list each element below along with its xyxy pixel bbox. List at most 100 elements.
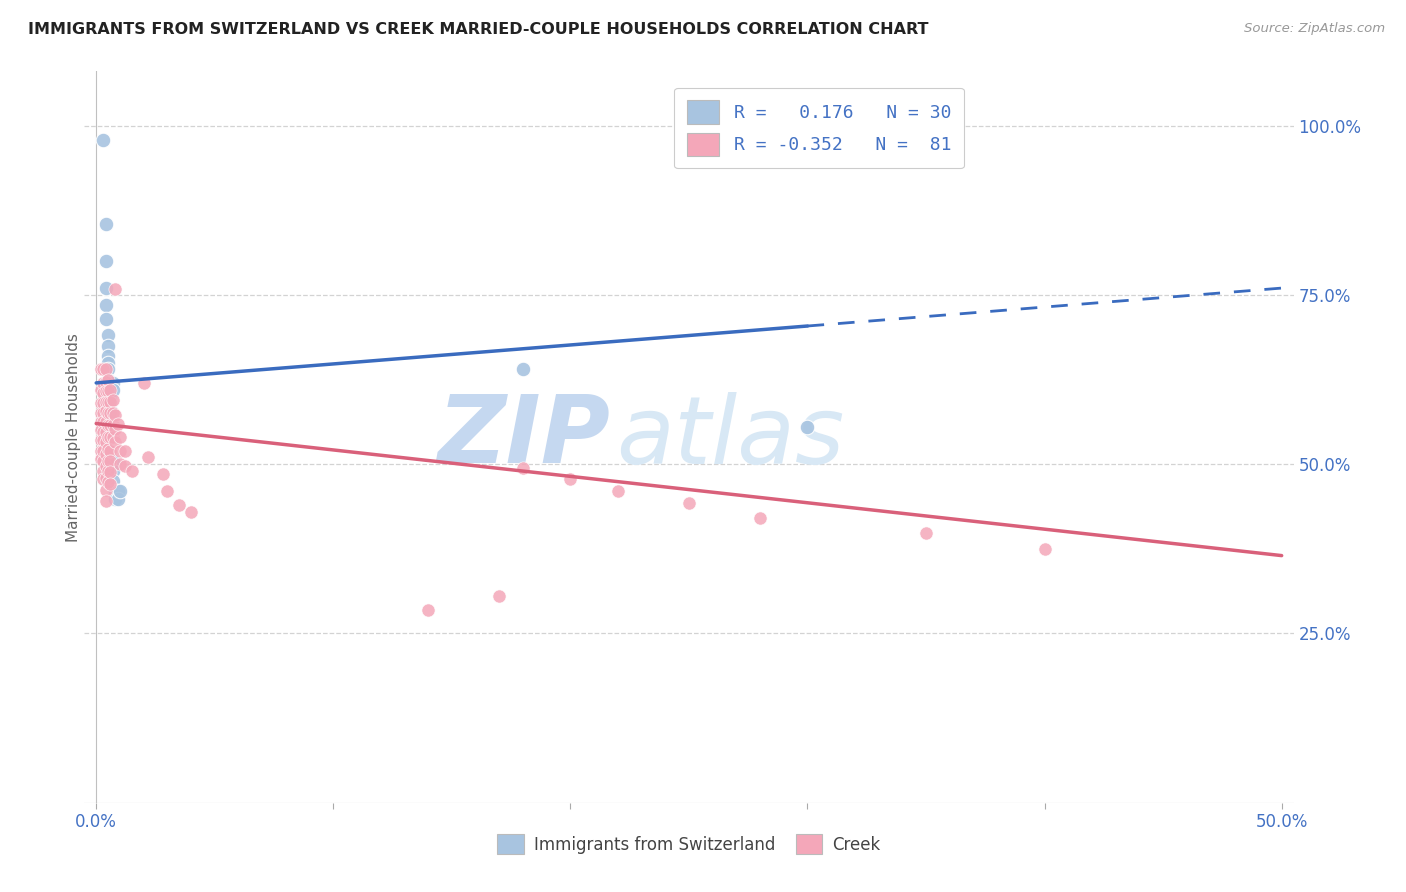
Point — [94, 425, 117, 439]
Point — [94, 384, 117, 398]
Point — [94, 447, 117, 461]
Point — [101, 417, 124, 432]
Point — [138, 450, 160, 465]
Point — [114, 458, 136, 473]
Point — [1033, 541, 1056, 556]
Point — [100, 465, 122, 479]
Point — [97, 384, 120, 398]
Point — [94, 311, 117, 326]
Point — [101, 392, 124, 407]
Point — [91, 376, 114, 390]
Point — [606, 484, 628, 499]
Point — [90, 451, 112, 466]
Point — [100, 406, 122, 420]
Point — [100, 395, 122, 409]
Point — [94, 362, 117, 376]
Point — [90, 415, 112, 429]
Point — [97, 417, 120, 432]
Y-axis label: Married-couple Households: Married-couple Households — [66, 333, 80, 541]
Point — [94, 254, 117, 268]
Point — [100, 443, 122, 458]
Point — [101, 464, 124, 478]
Point — [91, 464, 114, 478]
Point — [91, 406, 114, 420]
Point — [94, 471, 117, 485]
Point — [97, 349, 120, 363]
Point — [104, 422, 127, 436]
Point — [107, 417, 129, 431]
Point — [101, 474, 124, 488]
Point — [94, 281, 117, 295]
Point — [91, 425, 114, 439]
Point — [104, 492, 127, 507]
Point — [796, 420, 818, 434]
Point — [90, 434, 112, 448]
Point — [100, 389, 122, 403]
Point — [91, 434, 114, 448]
Point — [97, 372, 120, 386]
Point — [100, 379, 122, 393]
Point — [104, 409, 127, 423]
Point — [97, 454, 120, 468]
Point — [100, 454, 122, 468]
Point — [94, 415, 117, 429]
Point — [101, 383, 124, 397]
Point — [97, 406, 120, 420]
Text: atlas: atlas — [616, 392, 845, 483]
Point — [97, 395, 120, 409]
Text: Source: ZipAtlas.com: Source: ZipAtlas.com — [1244, 22, 1385, 36]
Point — [488, 589, 510, 603]
Point — [97, 338, 120, 352]
Point — [94, 494, 117, 508]
Point — [560, 472, 582, 486]
Point — [90, 406, 112, 420]
Point — [100, 413, 122, 427]
Point — [108, 443, 131, 458]
Point — [121, 464, 143, 478]
Text: IMMIGRANTS FROM SWITZERLAND VS CREEK MARRIED-COUPLE HOUSEHOLDS CORRELATION CHART: IMMIGRANTS FROM SWITZERLAND VS CREEK MAR… — [28, 22, 928, 37]
Point — [418, 603, 440, 617]
Point — [90, 396, 112, 410]
Point — [107, 484, 129, 499]
Point — [90, 362, 112, 376]
Point — [91, 386, 114, 401]
Point — [101, 406, 124, 420]
Point — [97, 442, 120, 457]
Point — [97, 372, 120, 386]
Point — [101, 376, 124, 390]
Point — [97, 464, 120, 478]
Point — [97, 475, 120, 489]
Text: ZIP: ZIP — [437, 391, 610, 483]
Point — [94, 435, 117, 450]
Point — [91, 454, 114, 468]
Point — [91, 396, 114, 410]
Point — [100, 383, 122, 397]
Point — [512, 460, 534, 475]
Point — [678, 496, 700, 510]
Point — [94, 217, 117, 231]
Point — [90, 443, 112, 458]
Point — [108, 484, 131, 499]
Point — [104, 484, 127, 499]
Point — [94, 395, 117, 409]
Point — [100, 403, 122, 417]
Point — [101, 454, 124, 468]
Point — [91, 133, 114, 147]
Point — [90, 383, 112, 397]
Point — [90, 423, 112, 437]
Point — [107, 492, 129, 507]
Point — [91, 415, 114, 429]
Point — [97, 430, 120, 444]
Point — [749, 511, 772, 525]
Legend: Immigrants from Switzerland, Creek: Immigrants from Switzerland, Creek — [491, 828, 887, 860]
Point — [108, 457, 131, 471]
Point — [104, 282, 127, 296]
Point — [94, 404, 117, 418]
Point — [167, 498, 190, 512]
Point — [94, 298, 117, 312]
Point — [108, 430, 131, 444]
Point — [100, 396, 122, 410]
Point — [152, 467, 174, 482]
Point — [132, 376, 155, 390]
Point — [180, 505, 202, 519]
